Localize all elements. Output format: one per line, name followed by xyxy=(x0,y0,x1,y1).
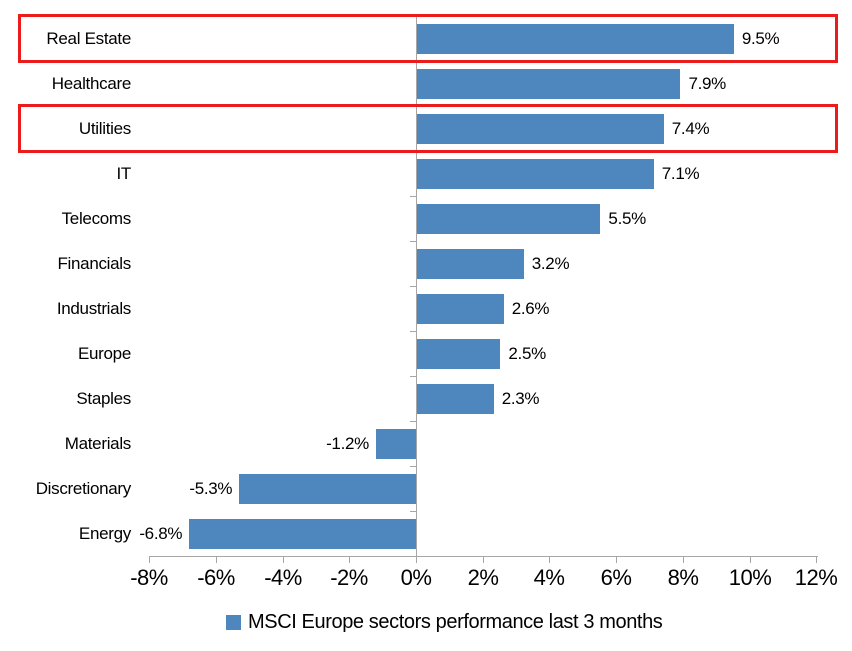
x-axis-tick xyxy=(549,556,550,563)
x-axis-tick xyxy=(616,556,617,563)
bar-utilities xyxy=(417,113,664,144)
category-label: Energy xyxy=(78,523,131,543)
x-axis-tick xyxy=(149,556,150,563)
category-label: Real Estate xyxy=(46,28,131,48)
x-axis-tick xyxy=(483,556,484,563)
category-label: Discretionary xyxy=(35,478,132,498)
value-label: 2.3% xyxy=(501,388,540,408)
value-label: 5.5% xyxy=(608,208,646,228)
x-axis-tick xyxy=(416,556,417,563)
value-label: -6.8% xyxy=(139,523,183,543)
x-axis-tick xyxy=(283,556,284,563)
bar-europe xyxy=(417,338,501,369)
legend-swatch-icon xyxy=(226,615,241,630)
category-axis-tick xyxy=(410,241,416,242)
x-axis-tick-label: -6% xyxy=(197,565,235,590)
category-axis-tick xyxy=(410,286,416,287)
category-axis-tick xyxy=(410,196,416,197)
bar-energy xyxy=(189,518,416,549)
bar-industrials xyxy=(417,293,504,324)
value-label: -5.3% xyxy=(189,478,233,498)
bar-real-estate xyxy=(417,23,734,54)
category-label: IT xyxy=(116,163,131,183)
x-axis-tick-label: 12% xyxy=(794,565,838,590)
value-label: 9.5% xyxy=(741,28,780,48)
x-axis-tick-label: -8% xyxy=(130,565,168,590)
legend: MSCI Europe sectors performance last 3 m… xyxy=(226,611,663,634)
category-axis-tick xyxy=(410,556,416,557)
bar-financials xyxy=(417,248,524,279)
value-label: -1.2% xyxy=(326,433,369,453)
x-axis-tick-label: 4% xyxy=(533,565,565,590)
x-axis-tick xyxy=(683,556,684,563)
x-axis-tick-label: -2% xyxy=(330,565,368,590)
bar-telecoms xyxy=(417,203,601,234)
category-axis-tick xyxy=(410,331,416,332)
category-axis-tick xyxy=(410,376,416,377)
value-label: 2.6% xyxy=(511,298,550,318)
x-axis-tick-label: -4% xyxy=(264,565,302,590)
bar-staples xyxy=(417,383,494,414)
x-axis-tick xyxy=(216,556,217,563)
category-axis-tick xyxy=(410,466,416,467)
value-label: 7.9% xyxy=(688,73,727,93)
category-axis-line xyxy=(416,14,417,556)
x-axis-tick-label: 6% xyxy=(600,565,632,590)
category-label: Utilities xyxy=(78,118,131,138)
category-label: Telecoms xyxy=(61,208,132,228)
value-label: 2.5% xyxy=(508,343,546,363)
x-axis-tick-label: 0% xyxy=(400,565,432,590)
highlight-box-real-estate xyxy=(18,14,838,63)
bar-materials xyxy=(375,428,416,459)
bar-it xyxy=(417,158,654,189)
highlight-box-utilities xyxy=(18,104,838,153)
x-axis-tick-label: 2% xyxy=(467,565,499,590)
category-label: Staples xyxy=(76,388,131,408)
category-label: Healthcare xyxy=(51,73,132,93)
value-label: 7.1% xyxy=(661,163,700,183)
bar-healthcare xyxy=(417,68,681,99)
bar-discretionary xyxy=(239,473,416,504)
x-axis-tick-label: 10% xyxy=(728,565,772,590)
legend-label: MSCI Europe sectors performance last 3 m… xyxy=(248,611,663,633)
x-axis-tick-label: 8% xyxy=(667,565,699,590)
category-axis-tick xyxy=(410,511,416,512)
value-label: 3.2% xyxy=(531,253,570,273)
x-axis-tick xyxy=(750,556,751,563)
category-label: Materials xyxy=(64,433,132,453)
category-label: Industrials xyxy=(56,298,131,318)
category-label: Financials xyxy=(57,253,131,273)
value-label: 7.4% xyxy=(671,118,710,138)
category-axis-tick xyxy=(410,421,416,422)
x-axis-tick xyxy=(816,556,817,563)
category-label: Europe xyxy=(77,343,131,363)
x-axis-tick xyxy=(349,556,350,563)
